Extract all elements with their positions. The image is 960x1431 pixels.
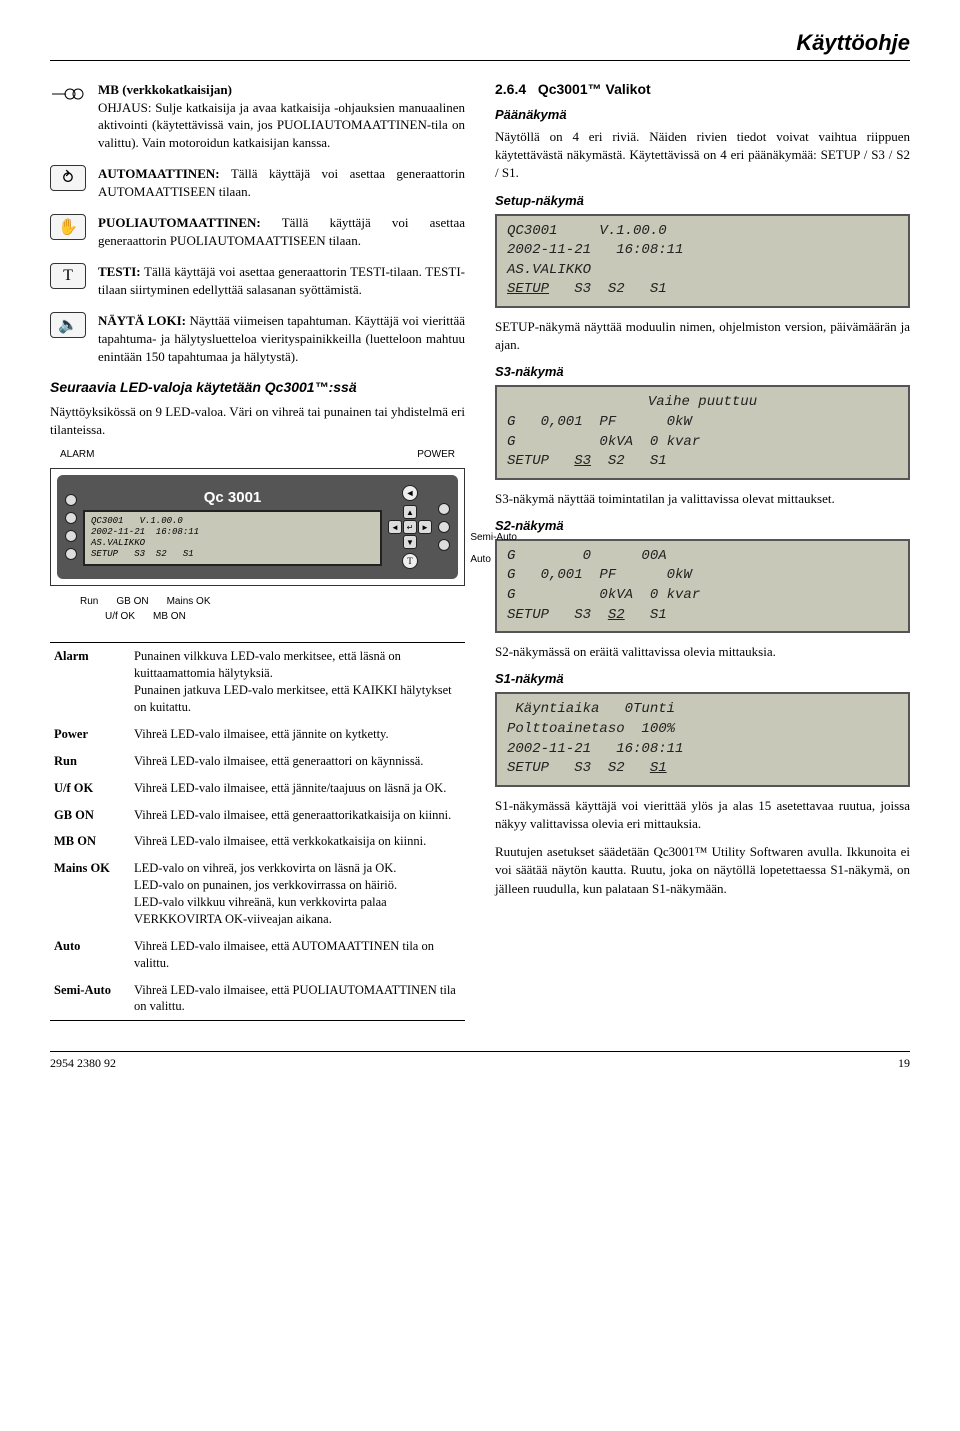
led-key: GB ON <box>50 802 130 829</box>
s2-heading: S2-näkymä <box>495 518 910 533</box>
label-mbon: MB ON <box>153 611 186 622</box>
label-alarm: ALARM <box>60 449 94 460</box>
label-power: POWER <box>417 449 455 460</box>
panel-nav-buttons: ◄ ▲ ◄ ↵ ► ▼ T <box>388 485 432 569</box>
table-row: GB ONVihreä LED-valo ilmaisee, että gene… <box>50 802 465 829</box>
s1-heading: S1-näkymä <box>495 671 910 686</box>
panel-title: Qc 3001 <box>83 489 382 506</box>
s1-text2: Ruutujen asetukset säädetään Qc3001™ Uti… <box>495 843 910 898</box>
led-desc: Vihreä LED-valo ilmaisee, että PUOLIAUTO… <box>130 977 465 1021</box>
label-run: Run <box>80 596 98 607</box>
led-desc: Vihreä LED-valo ilmaisee, että jännite o… <box>130 721 465 748</box>
led-key: Run <box>50 748 130 775</box>
table-row: Mains OKLED-valo on vihreä, jos verkkovi… <box>50 855 465 933</box>
led-desc: Punainen vilkkuva LED-valo merkitsee, et… <box>130 643 465 721</box>
leds-heading: Seuraavia LED-valoja käytetään Qc3001™:s… <box>50 379 465 395</box>
mode-row-auto: ⥁ AUTOMAATTINEN: Tällä käyttäjä voi aset… <box>50 165 465 200</box>
test-text: Tällä käyttäjä voi asettaa generaattorin… <box>98 264 465 297</box>
panel-screen: QC3001 V.1.00.0 2002-11-21 16:08:11 AS.V… <box>83 510 382 565</box>
panel-right-leds <box>438 503 450 551</box>
semiauto-title: PUOLIAUTOMAATTINEN: <box>98 215 261 230</box>
setup-heading: Setup-näkymä <box>495 193 910 208</box>
log-title: NÄYTÄ LOKI: <box>98 313 186 328</box>
s2-lcd: G 0 00A G 0,001 PF 0kW G 0kVA 0 kvar SET… <box>495 539 910 633</box>
s2-text: S2-näkymässä on eräitä valittavissa olev… <box>495 643 910 661</box>
label-auto: Auto <box>470 549 517 571</box>
label-gbon: GB ON <box>116 596 148 607</box>
led-key: Alarm <box>50 643 130 721</box>
test-icon: T <box>50 263 86 289</box>
mode-row-log: 🔈 NÄYTÄ LOKI: Näyttää viimeisen tapahtum… <box>50 312 465 365</box>
led-key: Power <box>50 721 130 748</box>
led-key: U/f OK <box>50 775 130 802</box>
led-desc: Vihreä LED-valo ilmaisee, että generaatt… <box>130 802 465 829</box>
table-row: U/f OKVihreä LED-valo ilmaisee, että jän… <box>50 775 465 802</box>
log-icon: 🔈 <box>50 312 86 338</box>
leds-intro: Näyttöyksikössä on 9 LED-valoa. Väri on … <box>50 403 465 439</box>
mb-icon <box>50 81 86 107</box>
auto-icon: ⥁ <box>50 165 86 191</box>
setup-text: SETUP-näkymä näyttää moduulin nimen, ohj… <box>495 318 910 354</box>
table-row: PowerVihreä LED-valo ilmaisee, että jänn… <box>50 721 465 748</box>
led-key: MB ON <box>50 828 130 855</box>
auto-title: AUTOMAATTINEN: <box>98 166 220 181</box>
led-desc: Vihreä LED-valo ilmaisee, että generaatt… <box>130 748 465 775</box>
s3-lcd: Vaihe puuttuuG 0,001 PF 0kW G 0kVA 0 kva… <box>495 385 910 479</box>
led-table: AlarmPunainen vilkkuva LED-valo merkitse… <box>50 642 465 1021</box>
label-mainsok: Mains OK <box>167 596 211 607</box>
label-semiauto: Semi-Auto <box>470 527 517 549</box>
led-key: Auto <box>50 933 130 977</box>
mb-title: MB (verkkokatkaisijan) <box>98 82 232 97</box>
semiauto-icon: ✋ <box>50 214 86 240</box>
footer-right: 19 <box>898 1056 910 1071</box>
led-desc: Vihreä LED-valo ilmaisee, että jännite/t… <box>130 775 465 802</box>
main-view-text: Näytöllä on 4 eri riviä. Näiden rivien t… <box>495 128 910 183</box>
table-row: AlarmPunainen vilkkuva LED-valo merkitse… <box>50 643 465 721</box>
led-desc: Vihreä LED-valo ilmaisee, että verkkokat… <box>130 828 465 855</box>
s1-text1: S1-näkymässä käyttäjä voi vierittää ylös… <box>495 797 910 833</box>
test-title: TESTI: <box>98 264 141 279</box>
led-key: Semi-Auto <box>50 977 130 1021</box>
mode-row-test: T TESTI: Tällä käyttäjä voi asettaa gene… <box>50 263 465 298</box>
s3-text: S3-näkymä näyttää toimintatilan ja valit… <box>495 490 910 508</box>
label-ufok: U/f OK <box>105 611 135 622</box>
footer-left: 2954 2380 92 <box>50 1056 116 1071</box>
main-view-heading: Päänäkymä <box>495 107 910 122</box>
led-desc: LED-valo on vihreä, jos verkkovirta on l… <box>130 855 465 933</box>
mode-row-mb: MB (verkkokatkaisijan) OHJAUS: Sulje katk… <box>50 81 465 151</box>
panel-left-leds <box>65 494 77 560</box>
led-key: Mains OK <box>50 855 130 933</box>
page-title: Käyttöohje <box>50 30 910 61</box>
page-footer: 2954 2380 92 19 <box>50 1051 910 1071</box>
mode-row-semiauto: ✋ PUOLIAUTOMAATTINEN: Tällä käyttäjä voi… <box>50 214 465 249</box>
table-row: Semi-AutoVihreä LED-valo ilmaisee, että … <box>50 977 465 1021</box>
table-row: RunVihreä LED-valo ilmaisee, että genera… <box>50 748 465 775</box>
mb-text: OHJAUS: Sulje katkaisija ja avaa katkais… <box>98 100 465 150</box>
section-264: 2.6.4 Qc3001™ Valikot <box>495 81 910 97</box>
s3-heading: S3-näkymä <box>495 364 910 379</box>
table-row: MB ONVihreä LED-valo ilmaisee, että verk… <box>50 828 465 855</box>
led-desc: Vihreä LED-valo ilmaisee, että AUTOMAATT… <box>130 933 465 977</box>
table-row: AutoVihreä LED-valo ilmaisee, että AUTOM… <box>50 933 465 977</box>
panel-diagram-wrap: ALARM POWER Qc 3001 QC3001 V.1.00.0 2002… <box>50 449 465 622</box>
setup-lcd: QC3001 V.1.00.0 2002-11-21 16:08:11 AS.V… <box>495 214 910 308</box>
s1-lcd: Käyntiaika 0Tunti Polttoainetaso 100% 20… <box>495 692 910 786</box>
